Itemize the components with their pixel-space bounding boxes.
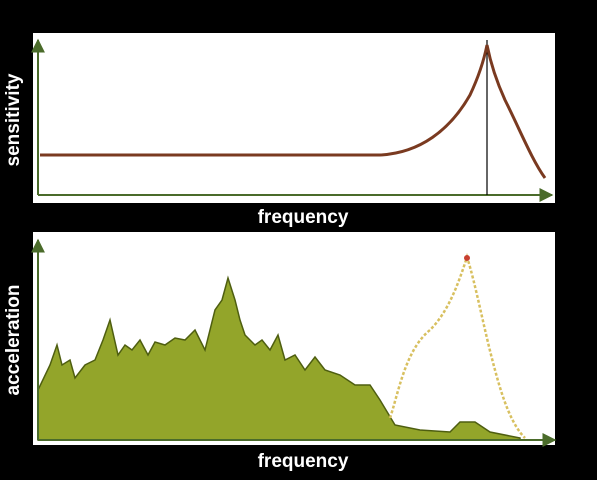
x-label: frequency <box>258 207 349 228</box>
y-label: acceleration <box>3 285 24 396</box>
panel <box>33 33 555 203</box>
sensitivity-curve <box>40 44 547 179</box>
x-label: frequency <box>258 451 349 472</box>
acceleration-spectrum <box>37 275 521 441</box>
peak <box>464 255 470 261</box>
y-label: sensitivity <box>3 73 24 166</box>
